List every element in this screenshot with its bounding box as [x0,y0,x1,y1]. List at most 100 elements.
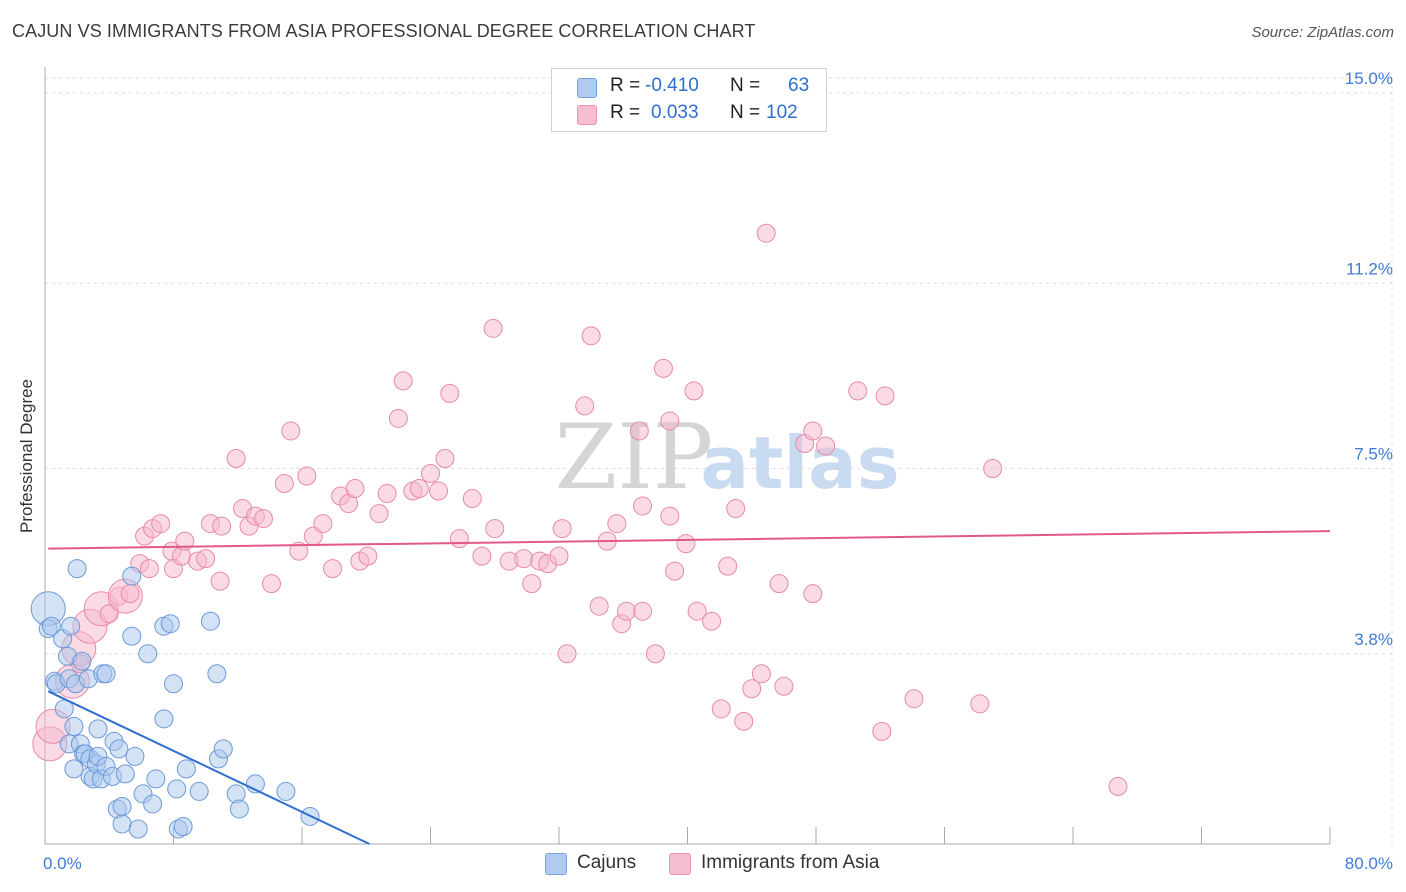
cajun-point [173,816,193,836]
asia-point [409,479,429,499]
asia-point [742,679,762,699]
asia-point [552,519,572,539]
asia-point [875,386,895,406]
asia-point [653,358,673,378]
legend-row-asia: R = 0.033 N = 102 [552,101,826,127]
asia-point [904,689,924,709]
asia-point [226,448,246,468]
legend-r-value: -0.410 [645,75,699,96]
asia-point [253,509,273,529]
asia-point [297,466,317,486]
x-tick-label-min: 0.0% [43,854,82,873]
asia-point [687,601,707,621]
asia-point [684,381,704,401]
asia-point [483,318,503,338]
asia-point [313,514,333,534]
asia-point [633,496,653,516]
asia-point [549,546,569,566]
legend-n-label: N = [730,75,761,96]
asia-point [983,459,1003,479]
cajun-point [154,709,174,729]
asia-point [210,571,230,591]
asia-point [676,534,696,554]
asia-point [472,546,492,566]
watermark-zip: ZIP [555,405,714,510]
asia-point [212,516,232,536]
asia-point [848,381,868,401]
asia-point [281,421,301,441]
cajun-swatch [577,78,597,98]
asia-point [1108,776,1128,796]
asia-point [629,421,649,441]
legend-row-cajuns: R = -0.410 N = 63 [552,74,826,100]
cajun-points [30,559,320,839]
cajun-point [115,764,135,784]
asia-point [816,436,836,456]
asia-point [803,421,823,441]
asia-point [345,479,365,499]
asia-point [557,644,577,664]
asia-point [369,504,389,524]
asia-point [756,223,776,243]
asia-point [175,531,195,551]
asia-point [616,601,636,621]
cajun-point [146,769,166,789]
cajun-point [276,781,296,801]
asia-point [660,506,680,526]
y-tick-label: 7.5% [1354,445,1393,464]
legend-n-value: 63 [788,75,810,96]
cajun-point [143,794,163,814]
cajun-point [213,739,233,759]
cajun-point [200,611,220,631]
asia-point [289,541,309,561]
asia-point [421,464,440,484]
cajun-point [72,651,92,671]
cajun-point [128,819,148,839]
asia-point [660,411,680,431]
asia-point [377,484,397,504]
asia-point [734,711,754,731]
asia-point [575,396,595,416]
cajun-point [67,559,87,579]
asia-point [803,584,823,604]
asia-point [581,326,601,346]
y-tick-label: 11.2% [1346,259,1393,278]
stats-legend: R = -0.410 N = 63 R = 0.033 N = 102 [551,68,827,132]
asia-points [32,223,1128,796]
trend-lines [47,530,1331,845]
asia-point [393,371,413,391]
asia-trend-line [48,530,1331,550]
legend-n-value: 102 [766,102,798,123]
cajun-point [61,616,81,636]
cajun-point [176,759,196,779]
cajun-point [109,739,129,759]
asia-point [358,546,378,566]
source-label: Source: ZipAtlas.com [1251,24,1394,41]
asia-point [711,699,731,719]
asia-point [151,514,171,534]
cajun-point [189,781,209,801]
cajun-point [122,566,142,586]
cajun-point [41,616,61,636]
tick-labels: 3.8% 7.5% 11.2% 15.0% 0.0% 80.0% [43,69,1393,873]
asia-point [323,559,343,579]
asia-point [196,549,216,569]
asia-point [514,549,534,569]
cajun-point [160,614,180,634]
cajun-point [207,664,227,684]
cajun-point [138,644,158,664]
cajun-trend-line [47,690,370,845]
legend-n-label: N = [730,102,761,123]
gridlines [45,77,1393,844]
asia-point [261,574,281,594]
asia-point [607,514,627,534]
chart-title: CAJUN VS IMMIGRANTS FROM ASIA PROFESSION… [12,21,756,41]
asia-point [429,481,449,501]
asia-point [120,584,140,604]
asia-point [485,519,505,539]
cajun-point [122,626,142,646]
asia-point [702,611,722,631]
asia-point [274,474,294,494]
asia-point [589,596,609,616]
